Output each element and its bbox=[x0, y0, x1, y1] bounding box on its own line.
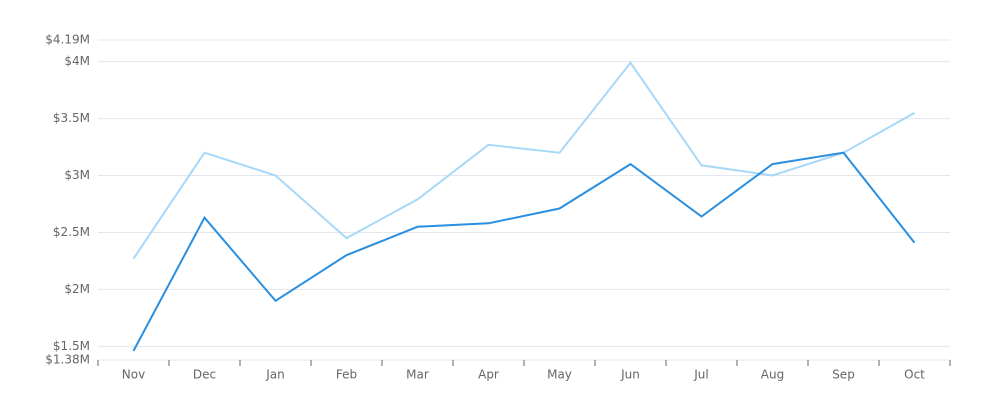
x-tick-label: Aug bbox=[761, 368, 784, 382]
series-line bbox=[132, 151, 916, 352]
y-tick-label: $1.5M bbox=[53, 339, 90, 353]
y-tick-label: $2M bbox=[64, 282, 90, 296]
x-tick-label: Mar bbox=[406, 368, 429, 382]
y-tick-label: $2.5M bbox=[53, 225, 90, 239]
series-line bbox=[132, 61, 915, 260]
y-tick-label: $3M bbox=[64, 168, 90, 182]
y-tick-label: $4M bbox=[64, 54, 90, 68]
x-tick-label: Oct bbox=[904, 368, 925, 382]
x-tick-label: Sep bbox=[832, 368, 855, 382]
x-tick-label: Nov bbox=[122, 368, 145, 382]
y-tick-label: $1.38M bbox=[45, 353, 90, 367]
x-tick-label: May bbox=[547, 368, 572, 382]
x-tick-label: Jul bbox=[693, 368, 708, 382]
x-tick-label: Feb bbox=[336, 368, 357, 382]
x-tick-label: Dec bbox=[193, 368, 216, 382]
x-tick-label: Jan bbox=[265, 368, 285, 382]
x-tick-label: Jun bbox=[620, 368, 640, 382]
y-tick-label: $3.5M bbox=[53, 111, 90, 125]
x-tick-label: Apr bbox=[478, 368, 499, 382]
y-tick-label: $4.19M bbox=[45, 33, 90, 47]
